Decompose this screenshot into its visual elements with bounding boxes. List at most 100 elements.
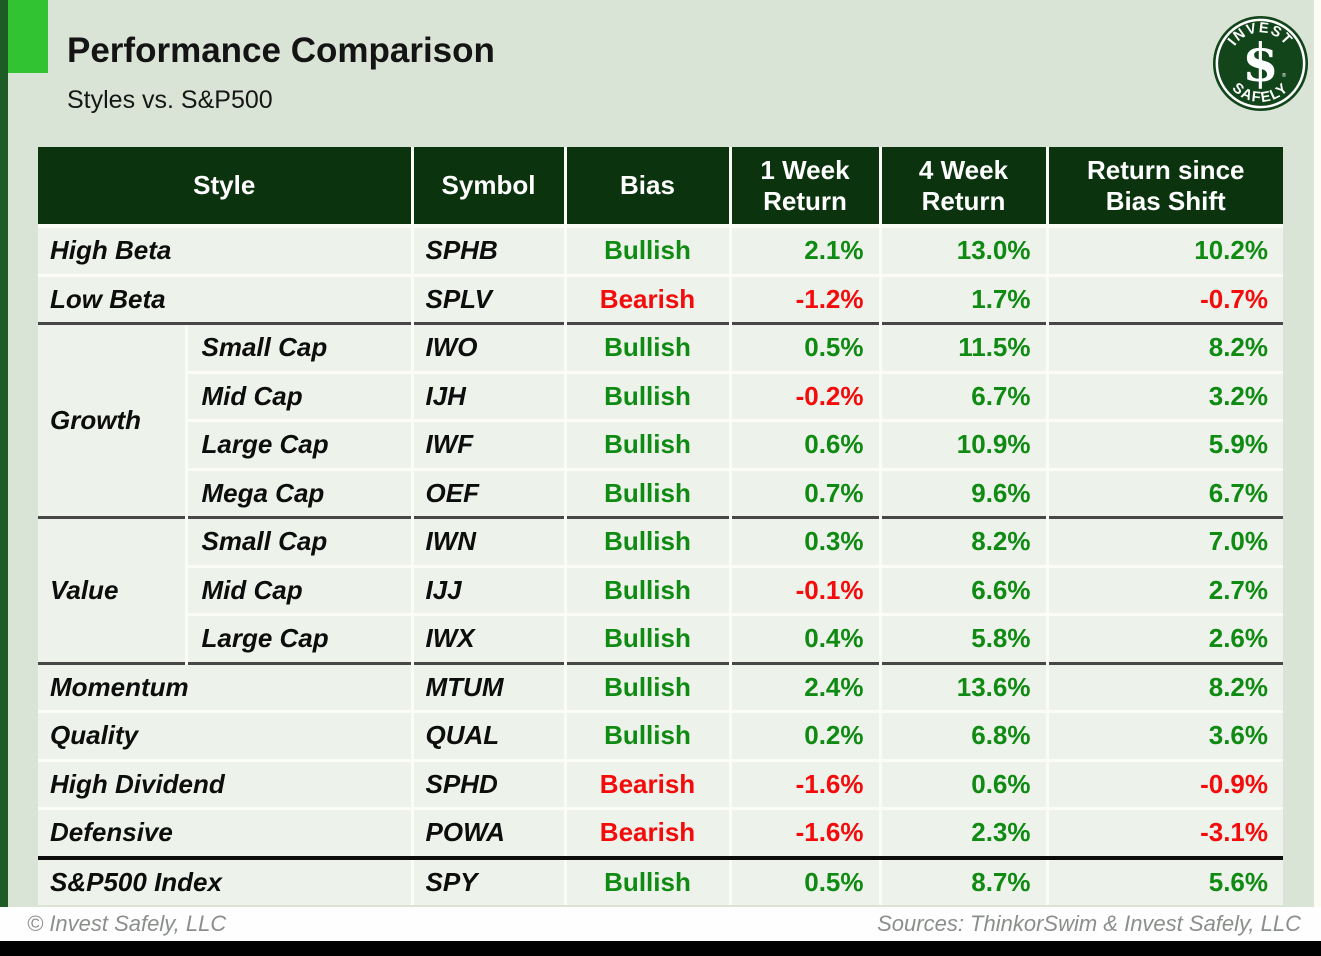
return-since-bias-shift-cell: 10.2% [1045, 224, 1283, 275]
table-body: High Beta SPHB Bullish 2.1% 13.0% 10.2% Low Be… [38, 224, 1283, 905]
symbol-cell: SPLV [410, 273, 565, 324]
table-row: Mid Cap IJH Bullish -0.2% 6.7% 3.2% [38, 370, 1283, 421]
style-group-cell: Value [38, 516, 186, 663]
bias-cell: Bullish [563, 855, 730, 905]
bias-cell: Bullish [563, 564, 730, 615]
style-cell: High Beta [38, 224, 412, 275]
table-row: Mid Cap IJJ Bullish -0.1% 6.6% 2.7% [38, 564, 1283, 615]
accent-square [8, 0, 48, 73]
invest-safely-logo: INVEST SAFELY $ ® [1212, 15, 1309, 112]
week1-return-cell: 0.2% [728, 710, 880, 760]
table-row: Large Cap IWF Bullish 0.6% 10.9% 5.9% [38, 419, 1283, 469]
symbol-cell: POWA [410, 807, 565, 858]
symbol-cell: OEF [410, 467, 565, 518]
footer-copyright: © Invest Safely, LLC [27, 911, 227, 936]
return-since-bias-shift-cell: -0.7% [1045, 273, 1283, 324]
symbol-cell: IWO [410, 322, 565, 372]
column-header: 1 Week Return [728, 147, 880, 228]
style-cell: Momentum [38, 661, 412, 712]
right-edge-strip [1314, 0, 1321, 941]
symbol-cell: SPHB [410, 224, 565, 275]
footer: © Invest Safely, LLC Sources: ThinkorSwi… [0, 907, 1321, 941]
table-row: High Dividend SPHD Bearish -1.6% 0.6% -0.9% [38, 758, 1283, 809]
style-sub-cell: Small Cap [184, 516, 412, 566]
week4-return-cell: 8.7% [878, 855, 1047, 905]
return-since-bias-shift-cell: -0.9% [1045, 758, 1283, 809]
week1-return-cell: -0.2% [728, 370, 880, 421]
column-header: Return since Bias Shift [1045, 147, 1283, 228]
table-row: Defensive POWA Bearish -1.6% 2.3% -3.1% [38, 807, 1283, 858]
return-since-bias-shift-cell: 5.6% [1045, 855, 1283, 905]
week1-return-cell: -0.1% [728, 564, 880, 615]
symbol-cell: SPY [410, 855, 565, 905]
style-cell: Low Beta [38, 273, 412, 324]
symbol-cell: SPHD [410, 758, 565, 809]
table-row: Quality QUAL Bullish 0.2% 6.8% 3.6% [38, 710, 1283, 760]
symbol-cell: QUAL [410, 710, 565, 760]
column-header: Bias [563, 147, 730, 228]
bias-cell: Bullish [563, 419, 730, 469]
table-row: Value Small Cap IWN Bullish 0.3% 8.2% 7.0% [38, 516, 1283, 663]
column-header: Style [38, 147, 412, 228]
bias-cell: Bullish [563, 710, 730, 760]
style-sub-cell: Large Cap [184, 613, 412, 663]
week4-return-cell: 6.8% [878, 710, 1047, 760]
week4-return-cell: 13.6% [878, 661, 1047, 712]
week4-return-cell: 0.6% [878, 758, 1047, 809]
performance-table: Style Symbol Bias 1 Week Return 4 Week Retur… [38, 147, 1283, 905]
week1-return-cell: -1.2% [728, 273, 880, 324]
table-row: Low Beta SPLV Bearish -1.2% 1.7% -0.7% [38, 273, 1283, 324]
bias-cell: Bearish [563, 758, 730, 809]
style-cell: S&P500 Index [38, 855, 412, 905]
return-since-bias-shift-cell: 8.2% [1045, 661, 1283, 712]
bias-cell: Bullish [563, 467, 730, 518]
week4-return-cell: 6.7% [878, 370, 1047, 421]
return-since-bias-shift-cell: 7.0% [1045, 516, 1283, 566]
symbol-cell: IJH [410, 370, 565, 421]
column-header: Symbol [410, 147, 565, 228]
style-sub-cell: Mid Cap [184, 564, 412, 615]
style-group-cell: Growth [38, 322, 186, 518]
bias-cell: Bearish [563, 807, 730, 858]
bias-cell: Bullish [563, 516, 730, 566]
bias-cell: Bullish [563, 661, 730, 712]
week1-return-cell: 0.6% [728, 419, 880, 469]
left-edge-bar [0, 0, 8, 941]
return-since-bias-shift-cell: 2.7% [1045, 564, 1283, 615]
table-header: Style Symbol Bias 1 Week Return 4 Week Retur… [38, 147, 1283, 228]
style-sub-cell: Large Cap [184, 419, 412, 469]
symbol-cell: IWF [410, 419, 565, 469]
bias-cell: Bearish [563, 273, 730, 324]
return-since-bias-shift-cell: 2.6% [1045, 613, 1283, 663]
table-row: Mega Cap OEF Bullish 0.7% 9.6% 6.7% [38, 467, 1283, 518]
logo-ring [1215, 18, 1306, 109]
return-since-bias-shift-cell: -3.1% [1045, 807, 1283, 858]
bias-cell: Bullish [563, 613, 730, 663]
bias-cell: Bullish [563, 370, 730, 421]
column-header: 4 Week Return [878, 147, 1047, 228]
week1-return-cell: 0.5% [728, 322, 880, 372]
return-since-bias-shift-cell: 3.6% [1045, 710, 1283, 760]
table-row: Momentum MTUM Bullish 2.4% 13.6% 8.2% [38, 661, 1283, 712]
style-sub-cell: Mega Cap [184, 467, 412, 518]
symbol-cell: IWN [410, 516, 565, 566]
symbol-cell: MTUM [410, 661, 565, 712]
week4-return-cell: 2.3% [878, 807, 1047, 858]
week1-return-cell: 2.4% [728, 661, 880, 712]
week4-return-cell: 13.0% [878, 224, 1047, 275]
week4-return-cell: 1.7% [878, 273, 1047, 324]
table-header-row: Style Symbol Bias 1 Week Return 4 Week Retur… [38, 147, 1283, 228]
week1-return-cell: -1.6% [728, 807, 880, 858]
page-subtitle: Styles vs. S&P500 [67, 86, 273, 114]
return-since-bias-shift-cell: 6.7% [1045, 467, 1283, 518]
bottom-black-bar [0, 941, 1321, 956]
week1-return-cell: 2.1% [728, 224, 880, 275]
week1-return-cell: 0.3% [728, 516, 880, 566]
week4-return-cell: 9.6% [878, 467, 1047, 518]
bias-cell: Bullish [563, 322, 730, 372]
table-row: S&P500 Index SPY Bullish 0.5% 8.7% 5.6% [38, 855, 1283, 905]
table-row: Growth Small Cap IWO Bullish 0.5% 11.5% 8.2% [38, 322, 1283, 518]
bias-cell: Bullish [563, 224, 730, 275]
symbol-cell: IJJ [410, 564, 565, 615]
